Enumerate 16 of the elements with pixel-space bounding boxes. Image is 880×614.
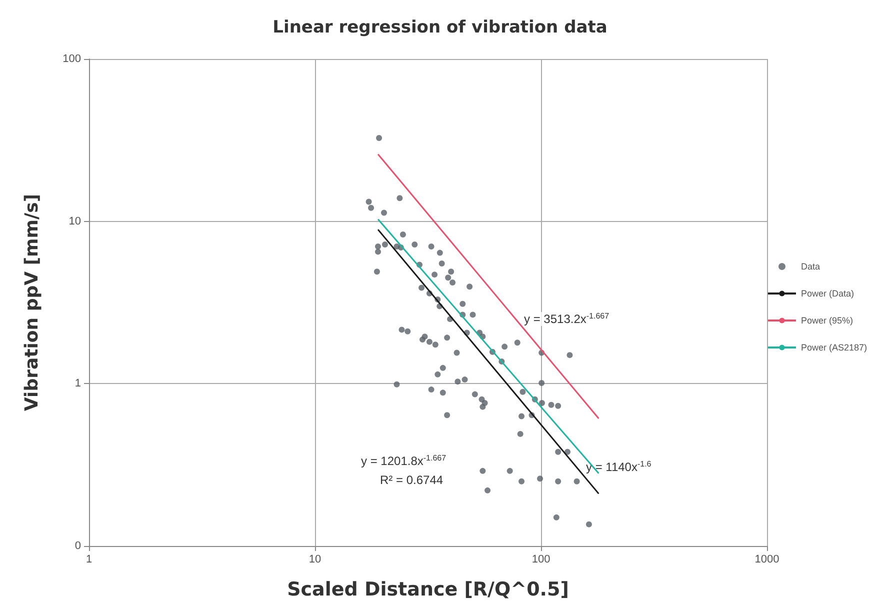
legend-label: Power (95%) — [800, 316, 853, 326]
legend-label: Data — [800, 262, 820, 272]
x-tick-label: 1 — [86, 554, 92, 566]
x-tick-label: 10 — [308, 554, 322, 566]
x-tick-label: 100 — [532, 554, 550, 566]
x-tick-label: 1000 — [754, 554, 780, 566]
legend-label: Power (AS2187) — [800, 342, 868, 352]
y-tick-label: 10 — [68, 215, 81, 228]
y-tick-label: 100 — [62, 53, 81, 65]
annotation: R² = 0.6744 — [380, 473, 444, 487]
y-axis-title: Vibration ppV [mm/s] — [22, 194, 42, 412]
y-tick-label: 0 — [74, 540, 81, 552]
y-tick-label: 1 — [74, 378, 81, 390]
legend-label: Power (Data) — [800, 288, 854, 298]
x-axis-title: Scaled Distance [R/Q^0.5] — [287, 578, 569, 600]
chart-title: Linear regression of vibration data — [272, 18, 608, 38]
